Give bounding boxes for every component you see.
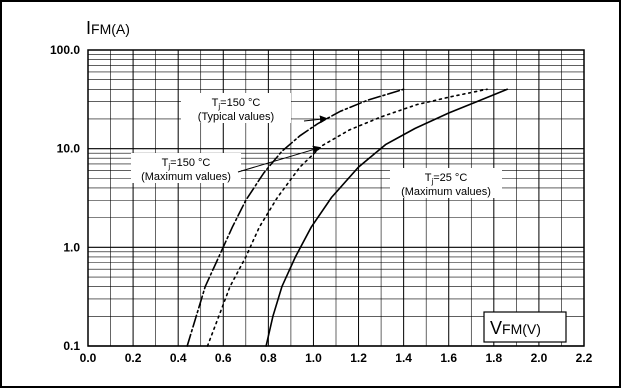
x-tick-label: 2.0 — [531, 351, 548, 365]
x-tick-labels: 0.0 0.2 0.4 0.6 0.8 1.0 1.2 1.4 1.6 1.8 2.0 2.2 — [80, 351, 593, 365]
annotation-arrow — [237, 145, 322, 173]
y-tick-labels: 0.1 1.0 10.0 100.0 — [50, 43, 80, 353]
minor-grid — [88, 50, 584, 346]
x-tick-label: 0.4 — [170, 351, 187, 365]
y-tick-label: 0.1 — [63, 339, 80, 353]
annotation-line1: Tj=25 °C — [425, 172, 468, 186]
x-tick-label: 0.6 — [215, 351, 232, 365]
annotation-box — [181, 93, 291, 123]
x-tick-label: 1.2 — [350, 351, 367, 365]
plot-border — [87, 49, 585, 347]
x-tick-label: 1.8 — [485, 351, 502, 365]
x-tick-label: 1.6 — [440, 351, 457, 365]
x-tick-label: 1.0 — [305, 351, 322, 365]
series-layer — [186, 88, 509, 347]
annotation-2: Tj=150 °C(Maximum values) — [131, 145, 322, 183]
x-tick-label: 0.2 — [125, 351, 142, 365]
annotation-line1: Tj=150 °C — [162, 157, 211, 171]
x-tick-label: 2.2 — [576, 351, 593, 365]
annotation-box — [131, 153, 241, 183]
annotation-layer: Tj=150 °C(Typical values)Tj=150 °C(Maxim… — [131, 93, 502, 198]
y-tick-label: 100.0 — [50, 43, 80, 57]
annotation-line2: (Maximum values) — [141, 171, 231, 183]
annotation-line2: (Typical values) — [198, 111, 274, 123]
x-tick-label: 0.0 — [80, 351, 97, 365]
annotation-1: Tj=150 °C(Typical values) — [181, 93, 328, 124]
y-axis-label: IFM(A) — [75, 14, 157, 40]
y-tick-label: 10.0 — [57, 142, 81, 156]
y-tick-label: 1.0 — [63, 240, 80, 254]
annotation-arrow — [303, 115, 328, 124]
series-line-3 — [265, 88, 509, 347]
x-axis-label: VFM(V) — [483, 311, 567, 343]
series-line-1 — [186, 88, 405, 347]
annotation-line2: (Maximum values) — [401, 186, 491, 198]
series-line-2 — [206, 88, 488, 347]
x-tick-label: 1.4 — [395, 351, 412, 365]
annotation-line1: Tj=150 °C — [212, 97, 261, 111]
svg-text:VFM(V): VFM(V) — [490, 318, 541, 338]
annotation-3: Tj=25 °C(Maximum values) — [390, 168, 502, 198]
svg-text:IFM(A): IFM(A) — [86, 18, 130, 38]
annotation-box — [390, 168, 502, 198]
x-tick-label: 0.8 — [260, 351, 277, 365]
